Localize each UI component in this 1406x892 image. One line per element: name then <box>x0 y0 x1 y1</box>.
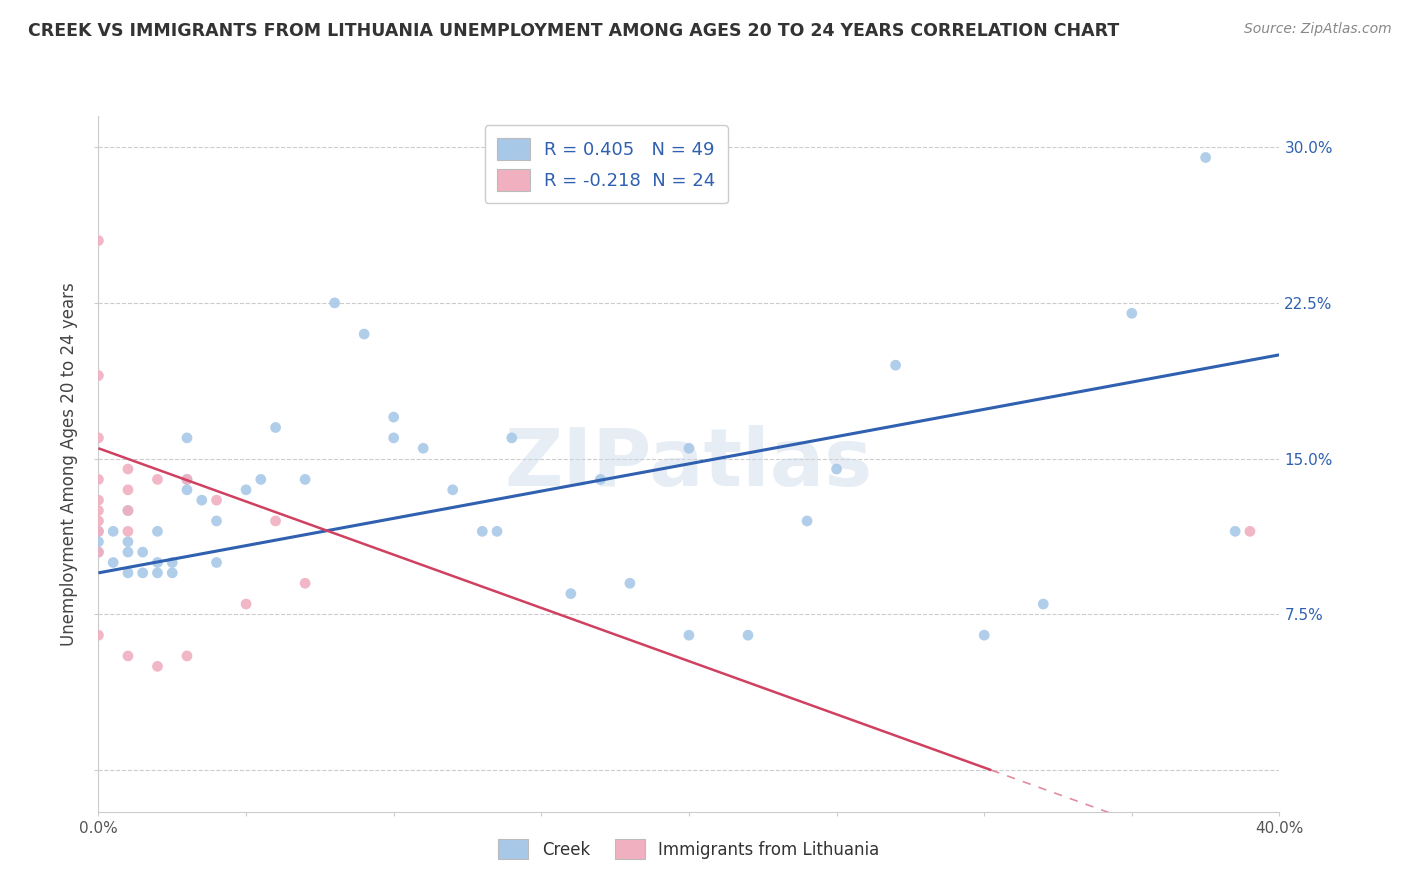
Y-axis label: Unemployment Among Ages 20 to 24 years: Unemployment Among Ages 20 to 24 years <box>60 282 79 646</box>
Point <box>117 524 139 539</box>
Point <box>146 524 169 539</box>
Point <box>1032 597 1054 611</box>
Point <box>87 472 110 486</box>
Point <box>1195 151 1218 165</box>
Point <box>1121 306 1143 320</box>
Point <box>1239 524 1261 539</box>
Point <box>501 431 523 445</box>
Point <box>87 493 110 508</box>
Point <box>117 566 139 580</box>
Point <box>619 576 641 591</box>
Point <box>146 659 169 673</box>
Point <box>117 534 139 549</box>
Point <box>87 628 110 642</box>
Point <box>264 514 287 528</box>
Point <box>87 524 110 539</box>
Point <box>117 503 139 517</box>
Point <box>87 431 110 445</box>
Point <box>87 514 110 528</box>
Point <box>250 472 273 486</box>
Point <box>412 442 434 456</box>
Point <box>176 483 198 497</box>
Point <box>117 483 139 497</box>
Point <box>176 431 198 445</box>
Point <box>294 472 316 486</box>
Point <box>737 628 759 642</box>
Point <box>176 472 198 486</box>
Point <box>87 524 110 539</box>
Point <box>132 545 155 559</box>
Point <box>264 420 287 434</box>
Point <box>825 462 848 476</box>
Point <box>146 566 169 580</box>
Point <box>382 410 405 425</box>
Point <box>589 472 612 486</box>
Point <box>103 524 125 539</box>
Point <box>117 648 139 663</box>
Point <box>176 648 198 663</box>
Point <box>294 576 316 591</box>
Point <box>117 462 139 476</box>
Legend: Creek, Immigrants from Lithuania: Creek, Immigrants from Lithuania <box>492 832 886 866</box>
Point <box>87 545 110 559</box>
Point <box>973 628 995 642</box>
Point <box>87 534 110 549</box>
Text: ZIPatlas: ZIPatlas <box>505 425 873 503</box>
Point <box>146 556 169 570</box>
Point <box>87 545 110 559</box>
Point <box>132 566 155 580</box>
Point <box>560 587 582 601</box>
Point <box>471 524 494 539</box>
Text: CREEK VS IMMIGRANTS FROM LITHUANIA UNEMPLOYMENT AMONG AGES 20 TO 24 YEARS CORREL: CREEK VS IMMIGRANTS FROM LITHUANIA UNEMP… <box>28 22 1119 40</box>
Point <box>678 442 700 456</box>
Point <box>441 483 464 497</box>
Point <box>87 368 110 383</box>
Point <box>87 234 110 248</box>
Point <box>117 503 139 517</box>
Text: Source: ZipAtlas.com: Source: ZipAtlas.com <box>1244 22 1392 37</box>
Point <box>205 556 228 570</box>
Point <box>796 514 818 528</box>
Point <box>117 545 139 559</box>
Point <box>176 472 198 486</box>
Point <box>162 556 183 570</box>
Point <box>323 296 346 310</box>
Point <box>678 628 700 642</box>
Point <box>162 566 183 580</box>
Point <box>1223 524 1246 539</box>
Point <box>205 514 228 528</box>
Point <box>103 556 125 570</box>
Point <box>353 326 375 341</box>
Point <box>235 483 257 497</box>
Point <box>884 358 907 372</box>
Point <box>205 493 228 508</box>
Point <box>87 503 110 517</box>
Point <box>146 472 169 486</box>
Point <box>486 524 509 539</box>
Point <box>235 597 257 611</box>
Point <box>382 431 405 445</box>
Point <box>191 493 214 508</box>
